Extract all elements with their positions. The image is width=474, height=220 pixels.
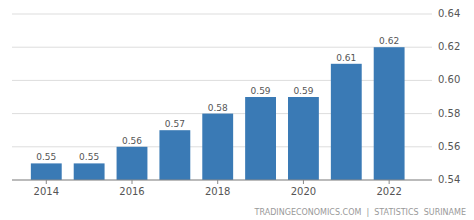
bars [31,47,405,180]
x-tick-label: 2016 [119,186,144,197]
annotation: TRADINGECONOMICS.COM | STATISTICS SURINA… [254,208,466,217]
bar [159,130,190,180]
data-label: 0.59 [293,86,313,96]
data-label: 0.58 [208,103,228,113]
x-tick [217,180,218,184]
x-tick [132,180,133,184]
bar [74,163,105,180]
grid-line [12,14,432,15]
bar [31,163,62,180]
x-axis-line [12,180,432,181]
x-tick [46,180,47,184]
data-label: 0.55 [36,152,56,162]
data-label: 0.56 [122,136,142,146]
bar [374,47,405,180]
y-tick-label: 0.54 [438,174,460,185]
grid-line [12,180,432,181]
y-tick-label: 0.56 [438,141,460,152]
grid-line [12,80,432,81]
data-label: 0.61 [336,53,356,63]
bar [117,147,148,180]
bar [202,114,233,180]
data-label: 0.59 [251,86,271,96]
data-label: 0.57 [165,119,185,129]
x-tick-label: 2020 [291,186,316,197]
grid-line [12,47,432,48]
bar [288,97,319,180]
x-tick [389,180,390,184]
data-label: 0.62 [379,36,399,46]
y-tick-label: 0.64 [438,8,460,19]
y-tick-label: 0.60 [438,74,460,85]
x-tick [303,180,304,184]
bar [245,97,276,180]
x-tick-label: 2022 [376,186,401,197]
chart: 0.54 0.56 0.58 0.60 0.62 0.64 0.55 0.55 0.56 0.57… [0,0,474,220]
y-tick-label: 0.58 [438,108,460,119]
y-tick-label: 0.62 [438,41,460,52]
bar [331,64,362,180]
x-tick-label: 2014 [34,186,59,197]
data-label: 0.55 [79,152,99,162]
x-tick-label: 2018 [205,186,230,197]
